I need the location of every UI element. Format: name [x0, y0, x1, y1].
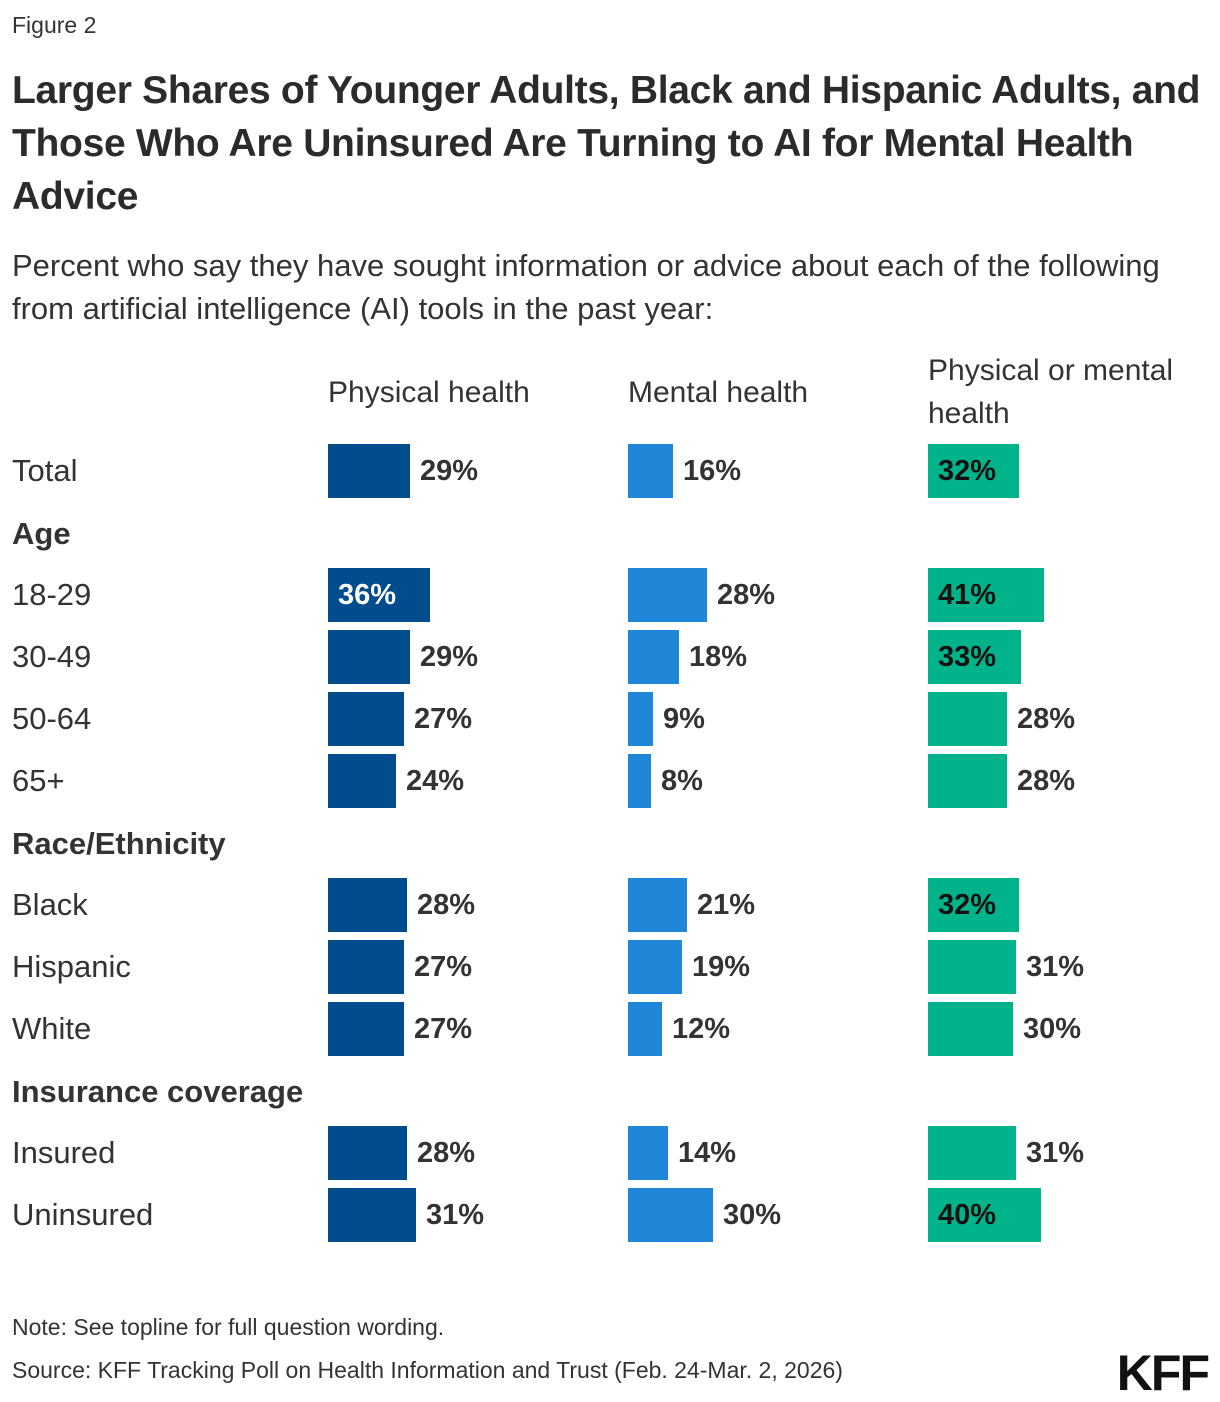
bar-physical [328, 1126, 407, 1180]
data-label: 27% [414, 703, 473, 735]
bar-physical [328, 568, 430, 622]
data-label: 30% [723, 1199, 782, 1231]
bar-either [928, 878, 1019, 932]
data-label: 31% [1026, 1137, 1085, 1169]
data-label: 33% [938, 641, 997, 673]
bar-physical [328, 754, 396, 808]
group-label: Race/Ethnicity [12, 826, 226, 861]
row-label: White [12, 1011, 92, 1046]
bar-physical [328, 630, 410, 684]
bar-mental [628, 1188, 713, 1242]
data-label: 24% [406, 765, 465, 797]
bar-physical [328, 940, 404, 994]
data-label: 32% [938, 455, 997, 487]
bar-either [928, 1188, 1041, 1242]
bar-mental [628, 630, 679, 684]
bar-physical [328, 1188, 416, 1242]
bar-physical [328, 444, 410, 498]
bar-mental [628, 940, 682, 994]
chart-subtitle: Percent who say they have sought informa… [12, 248, 1160, 326]
data-label: 31% [426, 1199, 485, 1231]
data-label: 28% [417, 889, 476, 921]
row-label: 18-29 [12, 577, 92, 612]
data-label: 29% [420, 641, 479, 673]
group-label: Age [12, 516, 71, 551]
kff-logo: KFF [1116, 1345, 1210, 1401]
bar-either [928, 630, 1021, 684]
data-label: 19% [692, 951, 751, 983]
bar-either [928, 444, 1019, 498]
bar-mental [628, 754, 651, 808]
data-label: 40% [938, 1199, 997, 1231]
bar-either [928, 754, 1007, 808]
data-label: 36% [338, 579, 397, 611]
bar-either [928, 1126, 1016, 1180]
figure-label: Figure 2 [12, 12, 97, 38]
data-label: 29% [420, 455, 479, 487]
data-label: 28% [717, 579, 776, 611]
row-label: Uninsured [12, 1197, 154, 1232]
data-label: 27% [414, 951, 473, 983]
data-label: 21% [697, 889, 756, 921]
column-header-physical: Physical health [328, 376, 530, 409]
row-label: 30-49 [12, 639, 92, 674]
row-label: Total [12, 453, 78, 488]
bar-physical [328, 1002, 404, 1056]
bar-mental [628, 878, 687, 932]
row-label: Black [12, 887, 88, 922]
bar-mental [628, 1126, 668, 1180]
data-label: 14% [678, 1137, 737, 1169]
data-label: 41% [938, 579, 997, 611]
data-label: 27% [414, 1013, 473, 1045]
bar-either [928, 568, 1044, 622]
row-label: 65+ [12, 763, 65, 798]
bar-either [928, 1002, 1013, 1056]
bar-physical [328, 878, 407, 932]
data-label: 18% [689, 641, 748, 673]
data-label: 9% [663, 703, 705, 735]
bar-mental [628, 444, 673, 498]
data-label: 8% [661, 765, 703, 797]
chart-note: Note: See topline for full question word… [12, 1314, 445, 1340]
chart-source: Source: KFF Tracking Poll on Health Info… [12, 1357, 843, 1383]
bar-mental [628, 692, 653, 746]
data-label: 16% [683, 455, 742, 487]
data-label: 12% [672, 1013, 731, 1045]
bar-mental [628, 568, 707, 622]
group-label: Insurance coverage [12, 1074, 304, 1109]
data-label: 31% [1026, 951, 1085, 983]
bar-mental [628, 1002, 662, 1056]
data-label: 32% [938, 889, 997, 921]
bar-either [928, 692, 1007, 746]
data-label: 28% [1017, 765, 1076, 797]
chart-title: Larger Shares of Younger Adults, Black a… [12, 69, 1201, 218]
row-label: 50-64 [12, 701, 92, 736]
bar-physical [328, 692, 404, 746]
data-label: 28% [1017, 703, 1076, 735]
data-label: 28% [417, 1137, 476, 1169]
column-header-either: Physical or mental health [928, 354, 1174, 430]
row-label: Hispanic [12, 949, 131, 984]
data-label: 30% [1023, 1013, 1082, 1045]
bar-either [928, 940, 1016, 994]
row-label: Insured [12, 1135, 116, 1170]
column-header-mental: Mental health [628, 376, 809, 409]
